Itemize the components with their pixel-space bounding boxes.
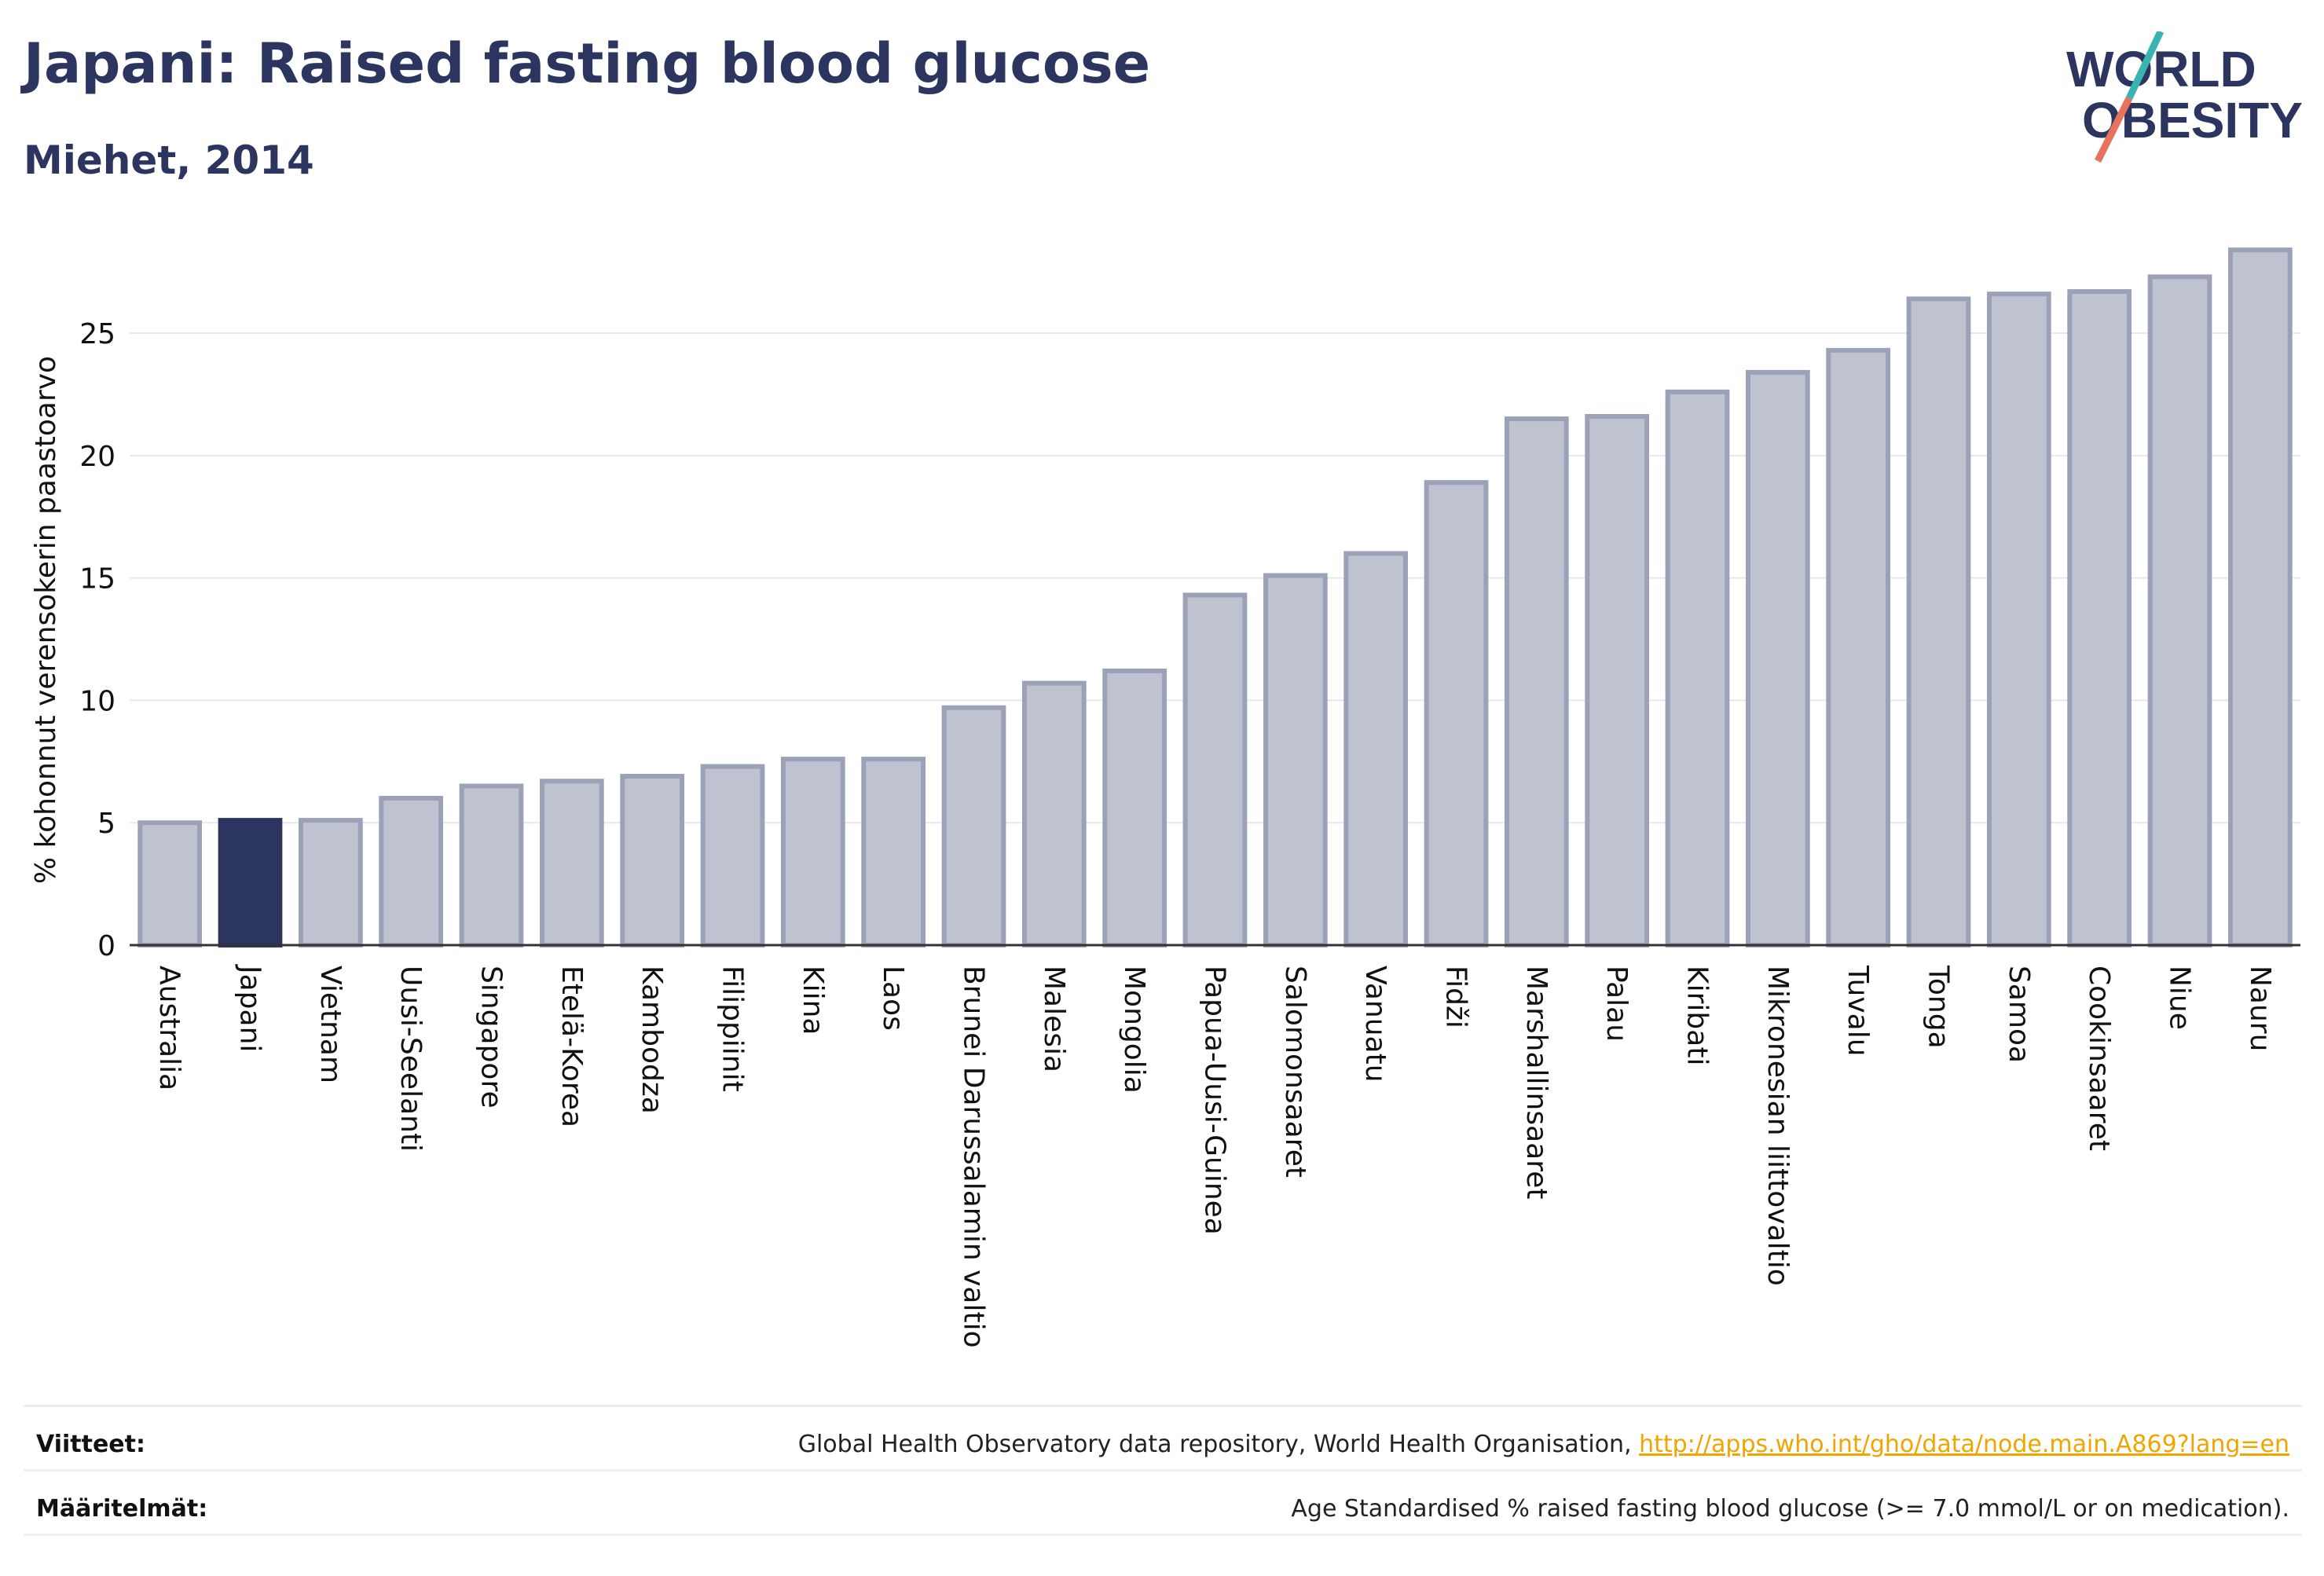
bar-marshallinsaaret — [1504, 416, 1569, 947]
sources-description: Global Health Observatory data repositor… — [797, 1431, 1640, 1458]
y-tick-label: 10 — [79, 685, 115, 717]
x-tick-label: Singapore — [475, 966, 508, 1109]
x-tick-label: Fidži — [1440, 966, 1472, 1028]
bar-laos — [861, 757, 926, 948]
bar-japani — [218, 818, 283, 947]
x-tick-layer: Australia Japani Vietnam Uusi-Seelanti Singa… — [153, 964, 2276, 1348]
bar-papua-uusi-guinea — [1182, 592, 1248, 947]
sources-link[interactable]: http://apps.who.int/gho/data/node.main.A… — [1639, 1431, 2289, 1458]
page-subtitle: Miehet, 2014 — [24, 137, 314, 183]
y-axis-label: % kohonnut verensokerin paastoarvo — [30, 356, 62, 884]
x-tick-label: Samoa — [2003, 966, 2035, 1063]
world-obesity-logo-icon: WORLD OBESITY — [2066, 31, 2303, 163]
y-tick-label: 25 — [79, 318, 115, 350]
bar-australia — [137, 820, 203, 948]
x-tick-label: Australia — [153, 966, 185, 1090]
bar-kiribati — [1665, 389, 1730, 947]
definitions-row: Määritelmät: Age Standardised % raised f… — [24, 1469, 2302, 1536]
bar-salomonsaaret — [1263, 573, 1328, 948]
logo-slash-top — [2125, 31, 2165, 100]
y-tick-label: 20 — [79, 441, 115, 473]
logo-line1: WORLD — [2066, 41, 2256, 97]
sources-text: Global Health Observatory data repositor… — [798, 1431, 2289, 1458]
bar-chart: 0 5 10 15 20 25 Australia Japani Vietnam Uusi-Se… — [30, 247, 2300, 1348]
bar-filippiinit — [700, 764, 765, 947]
bar-malesia — [1021, 680, 1087, 947]
y-tick-label: 5 — [97, 808, 115, 840]
bar-kambodza — [620, 774, 685, 947]
bar-palau — [1585, 413, 1650, 947]
bar-niue — [2147, 274, 2212, 947]
x-tick-label: Filippiinit — [717, 966, 749, 1092]
bar-kiina — [780, 757, 845, 948]
definitions-text: Age Standardised % raised fasting blood … — [1291, 1495, 2289, 1523]
x-tick-label: Cookinsaaret — [2083, 966, 2115, 1151]
x-tick-label: Nauru — [2244, 966, 2276, 1051]
y-tick-label: 0 — [97, 930, 115, 962]
x-tick-label: Laos — [877, 966, 909, 1031]
x-tick-label: Kiina — [797, 966, 829, 1035]
y-tick-layer: 0 5 10 15 20 25 — [79, 318, 115, 962]
footer-bottom-rule — [24, 1534, 2302, 1536]
bar-singapore — [459, 783, 524, 948]
x-tick-label: Tuvalu — [1842, 965, 1874, 1057]
x-tick-label: Palau — [1600, 966, 1633, 1042]
sources-label: Viitteet: — [36, 1431, 145, 1458]
x-tick-label: Marshallinsaaret — [1520, 966, 1552, 1200]
bar-brunei-darussalamin-valtio — [941, 705, 1006, 947]
bar-mongolia — [1102, 669, 1167, 947]
y-tick-label: 15 — [79, 563, 115, 596]
definitions-label: Määritelmät: — [36, 1495, 208, 1523]
bar-fid-i — [1424, 480, 1489, 947]
bar-layer — [137, 247, 2293, 948]
x-tick-label: Malesia — [1038, 966, 1070, 1072]
bar-cookinsaaret — [2067, 289, 2132, 947]
page-title: Japani: Raised fasting blood glucose — [24, 31, 1151, 96]
bar-uusi-seelanti — [379, 796, 444, 947]
bar-samoa — [1986, 291, 2051, 947]
bar-vietnam — [298, 818, 363, 947]
bar-etel-korea — [539, 779, 604, 948]
x-tick-label: Etelä-Korea — [555, 966, 588, 1127]
bar-mikronesian-liittovaltio — [1745, 369, 1810, 947]
bar-tuvalu — [1826, 347, 1891, 947]
x-tick-label: Brunei Darussalamin valtio — [958, 966, 990, 1348]
x-tick-label: Tonga — [1923, 965, 1955, 1049]
bar-tonga — [1906, 296, 1971, 947]
bar-vanuatu — [1343, 551, 1409, 947]
x-tick-label: Niue — [2164, 966, 2196, 1030]
sources-row: Viitteet: Global Health Observatory data… — [24, 1405, 2302, 1472]
x-tick-label: Japani — [234, 964, 266, 1052]
logo-slash-bottom — [2094, 96, 2133, 163]
x-tick-label: Mongolia — [1118, 966, 1150, 1094]
x-tick-label: Vietnam — [314, 966, 346, 1083]
x-tick-label: Salomonsaaret — [1279, 966, 1311, 1178]
bar-nauru — [2227, 247, 2293, 947]
x-tick-label: Kambodza — [636, 966, 668, 1114]
x-tick-label: Uusi-Seelanti — [394, 966, 427, 1152]
x-tick-label: Kiribati — [1681, 966, 1714, 1065]
x-tick-label: Vanuatu — [1359, 966, 1391, 1083]
x-tick-label: Mikronesian liittovaltio — [1761, 966, 1794, 1286]
x-tick-label: Papua-Uusi-Guinea — [1199, 966, 1231, 1235]
